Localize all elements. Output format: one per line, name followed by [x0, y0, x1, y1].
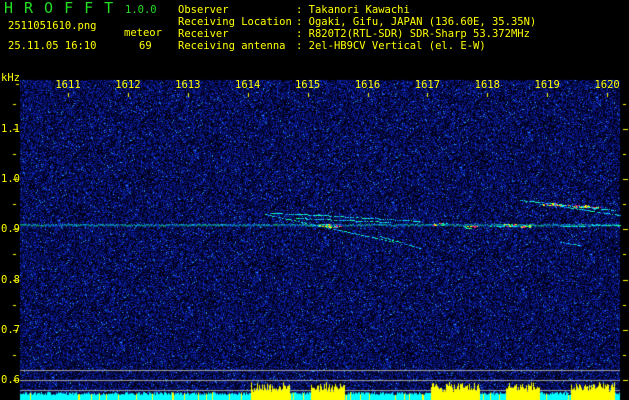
info-colon: : 2el-HB9CV Vertical (el. E-W): [296, 40, 486, 52]
y-tick-label: 0.9: [1, 223, 20, 236]
x-tick-label: 1618: [474, 79, 500, 91]
x-tick-label: 1614: [235, 79, 261, 91]
x-tick-label: 1616: [354, 79, 381, 91]
info-receiver: Receiver : R820T2(RTL-SDR) SDR-Sharp 53.3…: [178, 28, 530, 40]
x-tick-label: 1611: [55, 79, 81, 91]
type-label: meteor: [124, 27, 162, 39]
x-tick-label: 1620: [594, 79, 620, 91]
x-tick-label: 1613: [175, 79, 201, 91]
y-tick-label: 0.6: [1, 374, 20, 386]
x-tick-label: 1619: [534, 79, 560, 91]
info-location: Receiving Location : Ogaki, Gifu, JAPAN (…: [178, 16, 536, 28]
y-tick-label: 1.0: [1, 173, 20, 186]
info-label: Observer: [178, 4, 229, 16]
y-tick-label: 1.1: [1, 123, 20, 135]
info-value: R820T2(RTL-SDR) SDR-Sharp 53.372MHz: [308, 28, 530, 40]
info-observer: Observer : Takanori Kawachi: [178, 4, 410, 16]
x-tick-label: 1612: [115, 79, 141, 91]
filename: 2511051610.png: [8, 20, 97, 32]
info-colon: : Takanori Kawachi: [296, 4, 410, 16]
x-tick-label: 1617: [414, 79, 441, 91]
info-antenna: Receiving antenna : 2el-HB9CV Vertical (e…: [178, 40, 486, 52]
meteor-count: 69: [139, 40, 152, 52]
x-tick-label: 1615: [294, 79, 321, 91]
y-tick-label: 0.7: [1, 323, 20, 336]
app-version: 1.0.0: [125, 4, 157, 16]
info-label: Receiving Location: [178, 16, 292, 28]
info-label: Receiver: [178, 28, 229, 40]
app-title: HROFFT: [4, 0, 125, 17]
y-axis-label: kHz: [1, 72, 20, 84]
y-tick-label: 0.8: [1, 273, 20, 286]
datetime: 25.11.05 16:10: [8, 40, 97, 52]
info-colon: : Ogaki, Gifu, JAPAN (136.60E, 35.35N): [296, 16, 537, 28]
info-label: Receiving antenna: [178, 40, 286, 52]
info-value: 2el-HB9CV Vertical (el. E-W): [308, 40, 486, 52]
info-value: Takanori Kawachi: [308, 4, 410, 16]
info-colon: : R820T2(RTL-SDR) SDR-Sharp 53.372MHz: [296, 28, 530, 40]
info-value: Ogaki, Gifu, JAPAN (136.60E, 35.35N): [308, 16, 537, 28]
